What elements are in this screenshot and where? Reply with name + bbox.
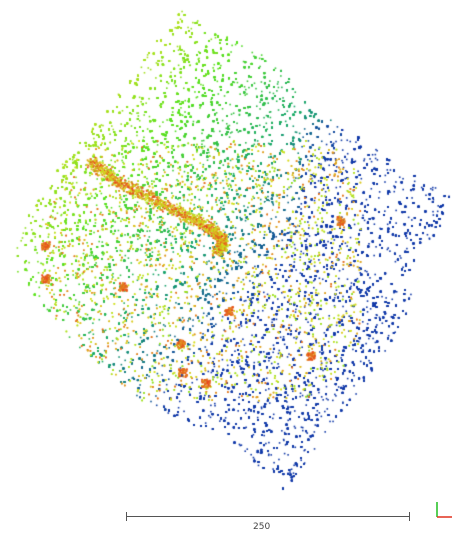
- scale-bar-tick-left: [126, 512, 127, 521]
- scale-bar-line: [126, 516, 410, 517]
- scale-bar: [126, 512, 410, 522]
- axis-triad-icon: [436, 502, 452, 518]
- scale-bar-label: 250: [253, 522, 271, 532]
- scale-bar-tick-right: [409, 512, 410, 521]
